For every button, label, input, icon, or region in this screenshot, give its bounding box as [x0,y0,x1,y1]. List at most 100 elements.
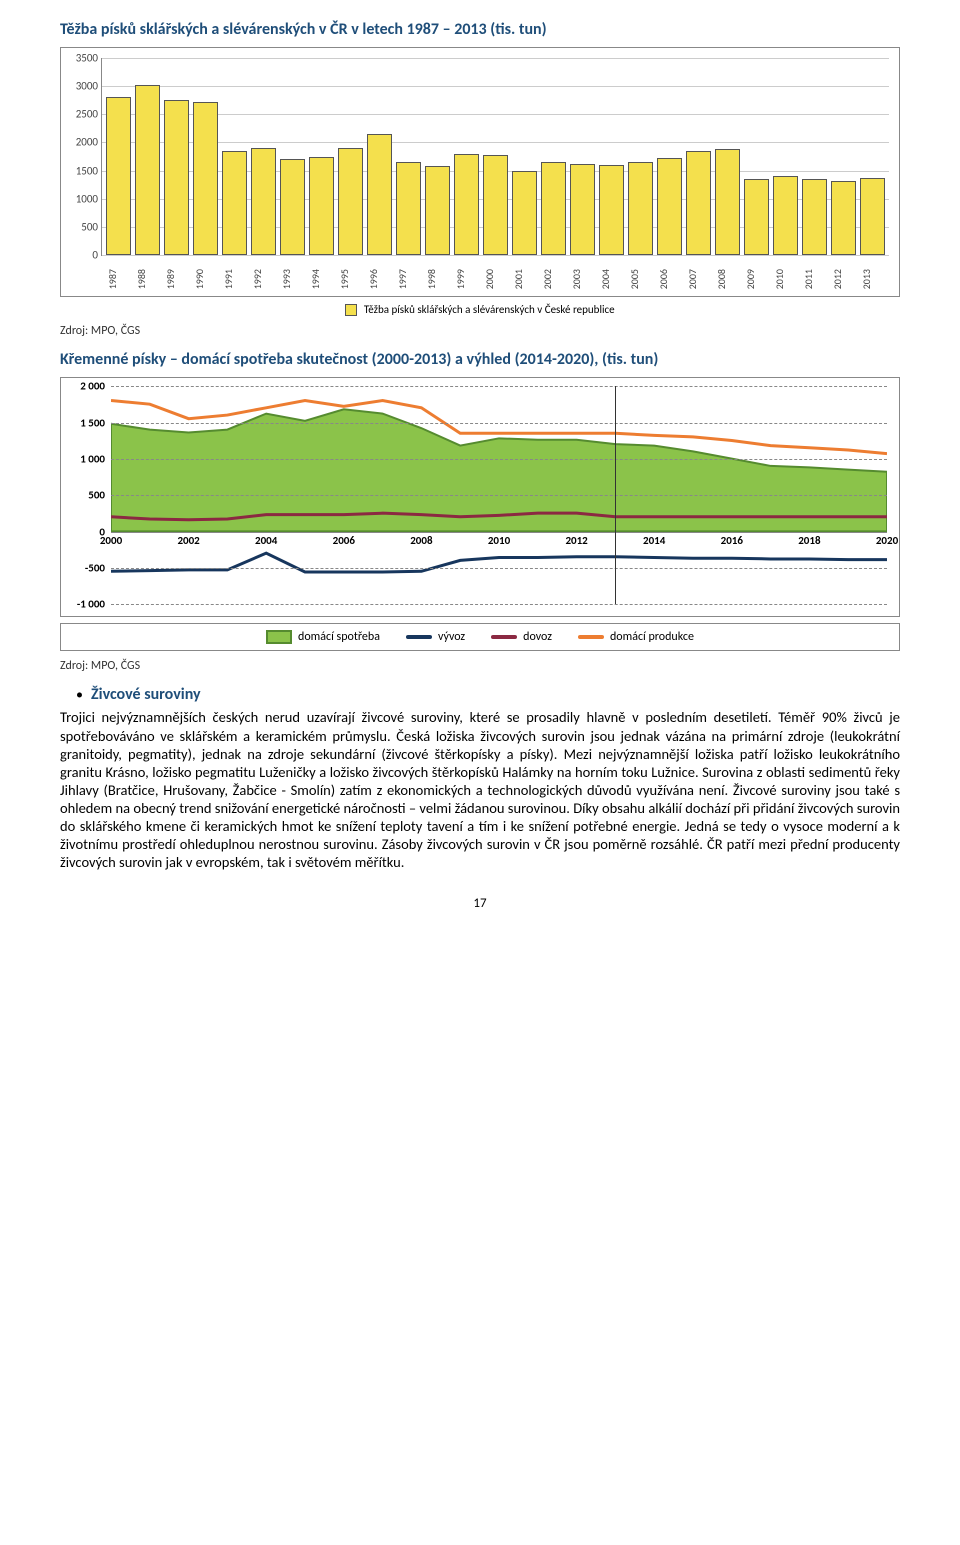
chart1-xtick-label: 2002 [541,269,566,289]
chart1-bar [454,154,479,255]
legend-item-domaci-spotreba: domácí spotřeba [266,630,380,644]
chart1-xtick-label: 1988 [135,269,160,289]
chart2-xtick-label: 2004 [255,534,277,547]
chart1-title: Těžba písků sklářských a slévárenských v… [60,20,900,39]
chart2-ytick-label: 2 000 [61,380,105,393]
chart2-ytick-label: 1 000 [61,453,105,466]
chart1-xtick-label: 1991 [222,269,247,289]
chart1-ytick-label: 0 [62,249,98,262]
chart1-xtick-label: 1997 [396,269,421,289]
chart1-bar [599,165,624,255]
chart1-bar [309,157,334,256]
chart1-xtick-label: 1990 [193,269,218,289]
chart1-bar [280,159,305,255]
legend-label: domácí produkce [610,630,694,644]
chart1-bar [106,97,131,255]
chart1-bar [367,134,392,255]
chart1-bar [686,151,711,255]
chart2-title: Křemenné písky – domácí spotřeba skutečn… [60,350,900,369]
chart1-xtick-label: 2001 [512,269,537,289]
chart1-ytick-label: 2000 [62,136,98,149]
chart2-xtick-label: 2020 [876,534,898,547]
chart2-ytick-label: 500 [61,489,105,502]
chart1-xtick-label: 2005 [628,269,653,289]
chart1-xtick-label: 1989 [164,269,189,289]
chart1-legend: Těžba písků sklářských a slévárenských v… [60,303,900,316]
chart1-plot-area: 0500100015002000250030003500198719881989… [101,58,889,256]
legend-item-produkce: domácí produkce [578,630,694,644]
chart1-bar [715,149,740,255]
chart1-xtick-label: 1993 [280,269,305,289]
chart1-bar [744,179,769,255]
chart2-xtick-label: 2006 [333,534,355,547]
chart1-xtick-label: 2006 [657,269,682,289]
legend-swatch-line [578,635,604,639]
chart2-container: -1 000 -500 0 500 1 000 1 500 2 000 2000 2002 200… [60,377,900,617]
chart1-xtick-label: 2012 [831,269,856,289]
chart2-xtick-label: 2014 [643,534,665,547]
chart1-bar [164,100,189,255]
chart2-xtick-label: 2010 [488,534,510,547]
chart1-bar [425,166,450,255]
chart1-xtick-label: 2013 [860,269,885,289]
chart1-xtick-label: 1995 [338,269,363,289]
chart1-xtick-label: 2007 [686,269,711,289]
chart2-xtick-label: 2018 [798,534,820,547]
chart2-plot-area: -1 000-50005001 0001 5002 00020002002200… [111,386,887,604]
chart1-bar [860,178,885,255]
chart1-xtick-label: 1996 [367,269,392,289]
chart1-legend-swatch [345,304,357,316]
chart1-bar [251,148,276,255]
chart1-bar [802,179,827,255]
chart1-xtick-label: 2009 [744,269,769,289]
chart1-xtick-label: 2003 [570,269,595,289]
chart1-ytick-label: 1500 [62,164,98,177]
chart2-ytick-label: 0 [61,525,105,538]
section-heading-row: • Živcové suroviny [76,685,900,708]
chart1-ytick-label: 2500 [62,108,98,121]
section-heading: Živcové suroviny [91,685,201,704]
chart2-xtick-label: 2000 [100,534,122,547]
chart1-ytick-label: 3000 [62,80,98,93]
legend-label: dovoz [523,630,552,644]
chart1-xtick-label: 2000 [483,269,508,289]
chart1-ytick-label: 3500 [62,52,98,65]
chart2-xtick-label: 2002 [177,534,199,547]
chart1-bar [193,102,218,255]
legend-swatch-area [266,630,292,644]
bullet-icon: • [76,686,83,703]
chart2-ytick-label: 1 500 [61,416,105,429]
chart1-xtick-label: 2004 [599,269,624,289]
chart1-bar [222,151,247,255]
chart1-xtick-label: 2008 [715,269,740,289]
chart1-source: Zdroj: MPO, ČGS [60,324,900,338]
chart1-bar [628,162,653,255]
chart1-xtick-label: 2011 [802,269,827,289]
legend-item-dovoz: dovoz [491,630,552,644]
chart2-legend: domácí spotřeba vývoz dovoz domácí produ… [60,623,900,651]
chart2-xtick-label: 2008 [410,534,432,547]
body-paragraph: Trojici nejvýznamnějších českých nerud u… [60,708,900,871]
chart1-bar [483,155,508,255]
chart1-xtick-label: 2010 [773,269,798,289]
chart1-bar [570,164,595,255]
chart1-xtick-label: 1992 [251,269,276,289]
chart1-container: 0 500 1000 1500 2000 2500 3000 3500 198719881989… [60,47,900,297]
chart1-ytick-label: 500 [62,220,98,233]
chart2-split-line [615,386,616,604]
legend-label: domácí spotřeba [298,630,380,644]
chart1-bar [773,176,798,255]
chart1-legend-label: Těžba písků sklářských a slévárenských v… [364,303,615,316]
chart1-xtick-label: 1987 [106,269,131,289]
chart1-bar [831,181,856,255]
legend-swatch-line [406,635,432,639]
chart2-xtick-label: 2016 [721,534,743,547]
chart1-bar [338,148,363,255]
chart1-xtick-label: 1999 [454,269,479,289]
chart2-ytick-label: -500 [61,562,105,575]
chart1-bar [541,162,566,255]
chart1-ytick-label: 1000 [62,192,98,205]
chart1-xtick-label: 1998 [425,269,450,289]
chart2-source: Zdroj: MPO, ČGS [60,659,900,673]
chart2-ytick-label: -1 000 [61,598,105,611]
